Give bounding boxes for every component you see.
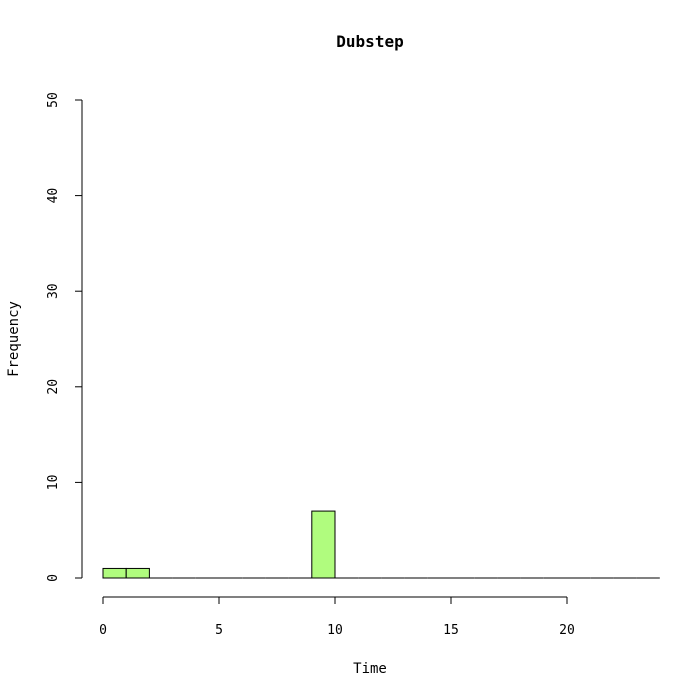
x-tick-label: 0 bbox=[99, 623, 107, 638]
histogram-bar bbox=[125, 567, 150, 579]
y-tick-label: 30 bbox=[46, 283, 61, 299]
chart-title: Dubstep bbox=[336, 32, 403, 51]
x-tick-label: 20 bbox=[559, 623, 575, 638]
bars-group bbox=[102, 510, 660, 579]
y-tick-label: 0 bbox=[46, 574, 61, 582]
x-axis: 0 5 10 15 20 bbox=[99, 596, 575, 638]
x-tick-label: 15 bbox=[443, 623, 459, 638]
y-tick-label: 20 bbox=[46, 379, 61, 395]
x-tick-label: 10 bbox=[327, 623, 343, 638]
x-axis-label: Time bbox=[353, 661, 387, 677]
y-axis: 0 10 20 30 40 50 bbox=[46, 92, 83, 582]
histogram-bar bbox=[102, 567, 127, 579]
y-tick-label: 50 bbox=[46, 92, 61, 108]
histogram-bar bbox=[311, 510, 336, 579]
y-tick-label: 40 bbox=[46, 188, 61, 204]
x-tick-label: 5 bbox=[215, 623, 223, 638]
y-axis-label: Frequency bbox=[6, 301, 22, 377]
y-tick-label: 10 bbox=[46, 475, 61, 491]
